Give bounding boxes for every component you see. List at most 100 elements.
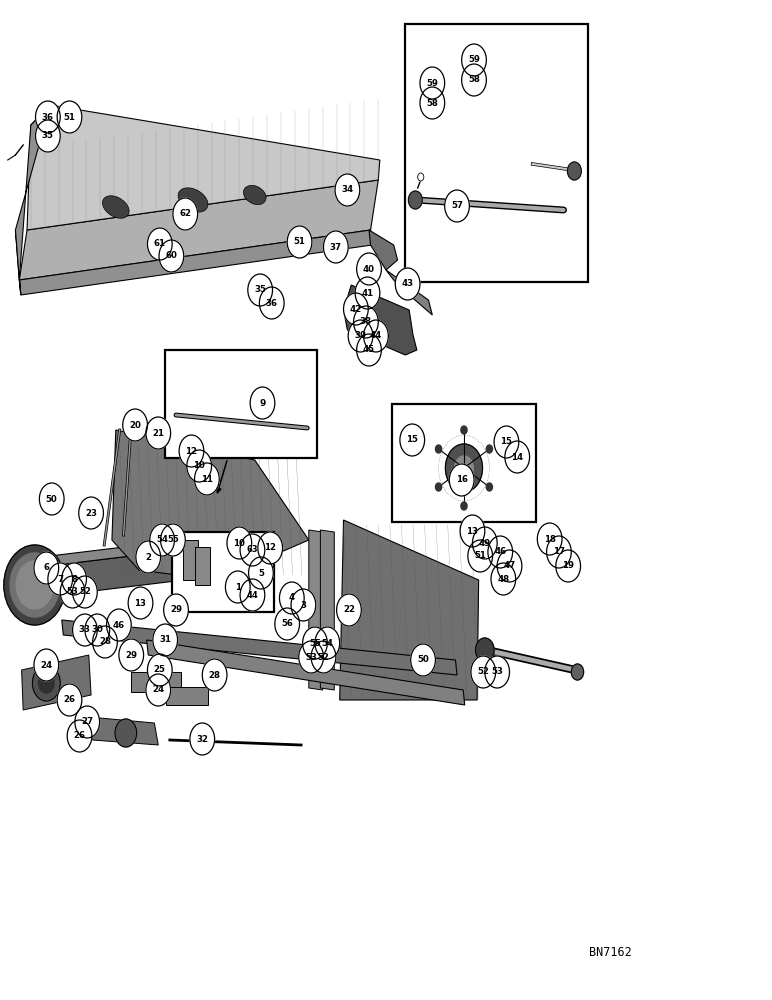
Polygon shape (112, 430, 309, 580)
Circle shape (57, 684, 82, 716)
Circle shape (445, 444, 482, 492)
Circle shape (187, 450, 212, 482)
Circle shape (461, 426, 467, 434)
Text: 24: 24 (152, 686, 164, 694)
Text: 53: 53 (491, 668, 503, 676)
Circle shape (147, 654, 172, 686)
Text: 51: 51 (293, 237, 306, 246)
Text: 28: 28 (99, 638, 111, 647)
Ellipse shape (103, 196, 129, 218)
Circle shape (4, 545, 66, 625)
Circle shape (537, 523, 562, 555)
Text: 58: 58 (426, 99, 438, 107)
Text: 13: 13 (466, 526, 479, 536)
Circle shape (39, 483, 64, 515)
Text: 25: 25 (154, 666, 166, 674)
Circle shape (85, 614, 110, 646)
Text: 30: 30 (91, 626, 103, 635)
Circle shape (164, 594, 188, 626)
Text: 39: 39 (354, 332, 367, 340)
Bar (172, 532, 274, 612)
Circle shape (136, 541, 161, 573)
Text: BN7162: BN7162 (588, 946, 631, 958)
Circle shape (67, 720, 92, 752)
Text: 47: 47 (503, 562, 516, 570)
Circle shape (476, 638, 494, 662)
Circle shape (435, 483, 442, 491)
Circle shape (275, 608, 300, 640)
Circle shape (460, 515, 485, 547)
Text: 46: 46 (113, 620, 125, 630)
Circle shape (462, 44, 486, 76)
Circle shape (153, 624, 178, 656)
Text: 29: 29 (170, 605, 182, 614)
Text: 35: 35 (254, 286, 266, 294)
Circle shape (202, 659, 227, 691)
Text: 18: 18 (543, 534, 556, 544)
Text: 13: 13 (134, 598, 147, 607)
Circle shape (420, 67, 445, 99)
Text: 59: 59 (426, 79, 438, 88)
Circle shape (161, 524, 185, 556)
Circle shape (491, 563, 516, 595)
Text: 10: 10 (193, 462, 205, 471)
Polygon shape (344, 285, 417, 355)
Text: 55: 55 (167, 536, 179, 544)
Circle shape (16, 561, 53, 609)
Text: 9: 9 (259, 398, 266, 408)
Circle shape (400, 424, 425, 456)
Text: 61: 61 (154, 239, 166, 248)
Circle shape (48, 563, 73, 595)
Bar (392, 404, 536, 522)
Text: 12: 12 (264, 544, 276, 552)
Text: 23: 23 (85, 508, 97, 518)
Text: 57: 57 (451, 202, 463, 211)
Polygon shape (15, 230, 21, 295)
Text: 15: 15 (500, 438, 513, 446)
Text: 22: 22 (343, 605, 355, 614)
Circle shape (279, 582, 304, 614)
Ellipse shape (178, 188, 208, 212)
Text: 16: 16 (455, 476, 468, 485)
Polygon shape (22, 655, 91, 710)
Bar (131, 672, 181, 692)
Polygon shape (15, 105, 50, 280)
Text: 60: 60 (165, 251, 178, 260)
Circle shape (115, 719, 137, 747)
Circle shape (462, 64, 486, 96)
Text: 37: 37 (330, 242, 342, 251)
Text: 42: 42 (350, 304, 362, 314)
Circle shape (34, 649, 59, 681)
Circle shape (123, 409, 147, 441)
Circle shape (249, 557, 273, 589)
Polygon shape (27, 105, 380, 230)
Text: 27: 27 (81, 718, 93, 726)
Text: 53: 53 (66, 587, 79, 596)
Text: 4: 4 (289, 593, 295, 602)
Circle shape (471, 656, 496, 688)
Text: 15: 15 (406, 436, 418, 444)
Circle shape (486, 445, 493, 453)
Text: 44: 44 (246, 590, 259, 599)
Text: 53: 53 (305, 652, 317, 662)
Polygon shape (15, 540, 266, 600)
Text: 56: 56 (281, 619, 293, 629)
Circle shape (445, 190, 469, 222)
Circle shape (119, 639, 144, 671)
Circle shape (39, 673, 54, 693)
Circle shape (354, 306, 378, 338)
Text: 45: 45 (363, 346, 375, 355)
Text: 26: 26 (63, 696, 76, 704)
Circle shape (32, 665, 60, 701)
Text: 54: 54 (156, 536, 168, 544)
Text: 58: 58 (468, 76, 480, 85)
Circle shape (287, 226, 312, 258)
Polygon shape (62, 620, 457, 675)
Text: 14: 14 (511, 452, 523, 462)
Text: 52: 52 (317, 652, 330, 662)
Text: 35: 35 (42, 131, 54, 140)
Circle shape (147, 228, 172, 260)
Polygon shape (89, 717, 158, 745)
Text: 21: 21 (152, 428, 164, 438)
Text: 50: 50 (46, 494, 58, 504)
